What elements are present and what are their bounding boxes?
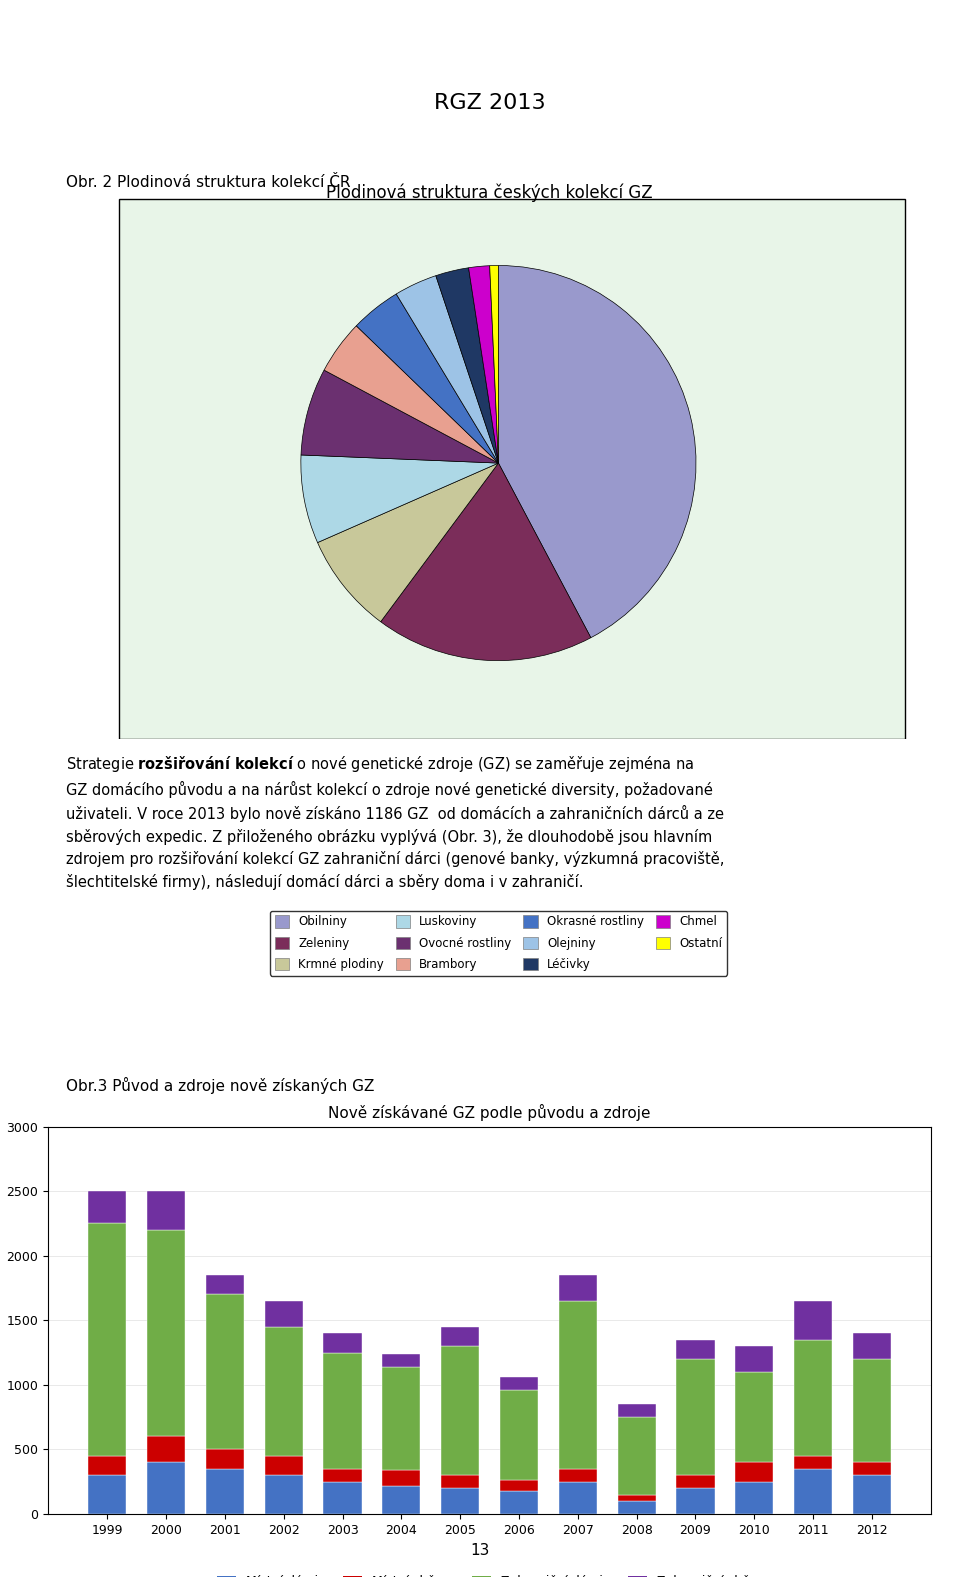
Bar — [147, 1437, 185, 1462]
Bar — [794, 1301, 832, 1339]
Bar — [794, 1339, 832, 1456]
Text: Obr. 2 Plodinová struktura kolekcí ČR: Obr. 2 Plodinová struktura kolekcí ČR — [65, 175, 350, 191]
Text: Plodinová struktura českých kolekcí GZ: Plodinová struktura českých kolekcí GZ — [326, 183, 653, 202]
Text: Strategie $\bf{rozšiřování\ kolekcí}$ o nové genetické zdroje (GZ) se zaměřuje z: Strategie $\bf{rozšiřování\ kolekcí}$ o … — [65, 754, 724, 889]
Bar — [852, 1462, 891, 1474]
Bar — [794, 1468, 832, 1514]
Bar — [559, 1276, 597, 1301]
Bar — [735, 1347, 774, 1372]
Bar — [677, 1474, 714, 1489]
Bar — [617, 1418, 656, 1495]
Bar — [677, 1489, 714, 1514]
Bar — [559, 1482, 597, 1514]
Bar — [88, 1191, 127, 1224]
Bar — [677, 1359, 714, 1474]
Bar — [265, 1301, 302, 1326]
Bar — [147, 1230, 185, 1437]
Bar — [500, 1389, 539, 1481]
Bar — [324, 1353, 362, 1468]
Text: 13: 13 — [470, 1542, 490, 1558]
Bar — [852, 1333, 891, 1359]
Bar — [852, 1474, 891, 1514]
Text: Obr.3 Původ a zdroje nově získaných GZ: Obr.3 Původ a zdroje nově získaných GZ — [65, 1077, 374, 1093]
Bar — [88, 1224, 127, 1456]
Bar — [205, 1276, 244, 1295]
Bar — [382, 1470, 420, 1486]
Bar — [500, 1481, 539, 1490]
Bar — [88, 1456, 127, 1474]
Bar — [205, 1295, 244, 1449]
Bar — [265, 1474, 302, 1514]
Bar — [441, 1474, 479, 1489]
Bar — [500, 1490, 539, 1514]
Bar — [441, 1326, 479, 1347]
Bar — [559, 1301, 597, 1468]
Bar — [147, 1462, 185, 1514]
FancyBboxPatch shape — [119, 199, 904, 740]
Bar — [324, 1482, 362, 1514]
Bar — [265, 1326, 302, 1456]
Bar — [559, 1468, 597, 1482]
Bar — [324, 1333, 362, 1353]
Bar — [617, 1404, 656, 1418]
Bar — [441, 1347, 479, 1474]
Bar — [735, 1482, 774, 1514]
Bar — [852, 1359, 891, 1462]
Text: RGZ 2013: RGZ 2013 — [434, 93, 545, 112]
Bar — [382, 1486, 420, 1514]
Bar — [205, 1468, 244, 1514]
Bar — [265, 1456, 302, 1474]
Bar — [382, 1353, 420, 1367]
Legend: Místní dárci, Místní sběry, Zahraniční dárci, Zahraniční sběry: Místní dárci, Místní sběry, Zahraniční d… — [212, 1569, 767, 1577]
Title: Nově získávané GZ podle původu a zdroje: Nově získávané GZ podle původu a zdroje — [328, 1104, 651, 1121]
Bar — [382, 1367, 420, 1470]
Bar — [441, 1489, 479, 1514]
Bar — [88, 1474, 127, 1514]
Bar — [205, 1449, 244, 1468]
Bar — [735, 1372, 774, 1462]
Bar — [677, 1339, 714, 1359]
Bar — [147, 1191, 185, 1230]
Bar — [617, 1495, 656, 1501]
Bar — [324, 1468, 362, 1482]
Bar — [794, 1456, 832, 1468]
Bar — [617, 1501, 656, 1514]
Bar — [735, 1462, 774, 1482]
Bar — [500, 1377, 539, 1389]
